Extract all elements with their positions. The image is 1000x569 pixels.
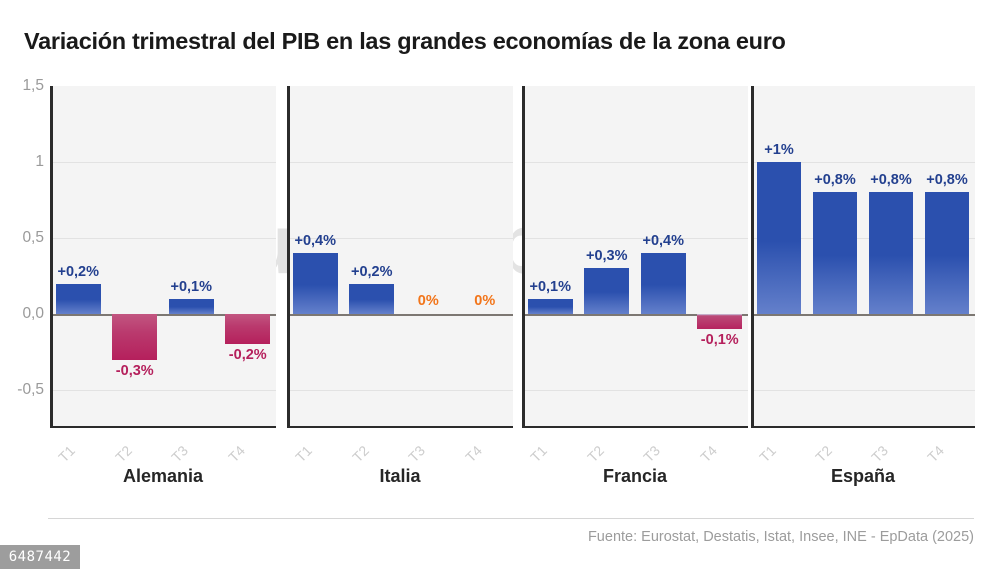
bar[interactable] [168, 298, 214, 314]
y-axis-tick-label: -0,5 [17, 381, 44, 398]
bar-value-label: -0,3% [115, 362, 154, 379]
x-axis-tick-label: T3 [868, 442, 892, 466]
zero-baseline [751, 314, 975, 316]
zero-baseline [50, 314, 276, 316]
panel-y-axis [287, 86, 290, 428]
gridline [287, 162, 513, 163]
gridline [50, 162, 276, 163]
gridline [522, 390, 748, 391]
zero-baseline [522, 314, 748, 316]
chart-panel: +0,1% +0,3% +0,4% -0,1% [522, 86, 748, 428]
gridline [751, 390, 975, 391]
x-axis-tick-label: T3 [640, 442, 664, 466]
bar-value-label: -0,1% [700, 332, 739, 349]
gridline [50, 238, 276, 239]
bar[interactable] [55, 283, 101, 314]
gridline [287, 238, 513, 239]
y-axis-tick-label: 1,5 [22, 77, 44, 94]
panel-y-axis [50, 86, 53, 428]
x-axis-tick-label: T3 [168, 442, 192, 466]
bar-value-label: +1% [764, 142, 794, 158]
panel-y-axis [751, 86, 754, 428]
panel-x-axis [50, 425, 276, 428]
plot-area: 1,5 1 0,5 0,0 -0,5 T1 T2 T3 T4 +0,2% -0,3% +0,1% -0,… [0, 77, 1000, 465]
bar-value-label: +0,8% [926, 172, 968, 189]
x-axis-tick-label: T4 [696, 442, 720, 466]
panel-country-label: Italia [379, 466, 421, 486]
x-axis-tick-label: T4 [924, 442, 948, 466]
bar-value-label: -0,2% [228, 347, 267, 364]
bar[interactable] [349, 283, 395, 314]
bar-value-label: +0,2% [350, 263, 393, 280]
gridline [50, 390, 276, 391]
x-axis-tick-label: T1 [55, 442, 79, 466]
panel-country-label: Alemania [122, 466, 204, 486]
panel-country-label: España [830, 466, 896, 486]
panel-x-axis [751, 425, 975, 428]
x-axis-tick-label: T2 [812, 442, 836, 466]
x-axis-tick-label: T4 [461, 442, 485, 466]
bar[interactable] [112, 314, 158, 360]
bar-value-label: +0,3% [585, 248, 628, 265]
gridline [751, 162, 975, 163]
chart-panel: +0,4% +0,2% 0% 0% [287, 86, 513, 428]
bar-value-label: +0,2% [57, 263, 100, 280]
x-axis-tick-label: T2 [583, 442, 607, 466]
image-id-badge: 6487442 [0, 545, 80, 569]
y-axis-tick-label: 0,0 [22, 305, 44, 322]
bar[interactable] [812, 192, 858, 314]
y-axis-tick-label: 0,5 [22, 229, 44, 246]
x-axis-tick-label: T1 [292, 442, 316, 466]
x-axis-tick-label: T1 [756, 442, 780, 466]
bar-value-label: +0,4% [294, 233, 337, 250]
gridline [287, 390, 513, 391]
x-axis-tick-label: T4 [224, 442, 248, 466]
bar-value-label: +0,1% [529, 278, 572, 295]
page-title: Variación trimestral del PIB en las gran… [24, 28, 786, 54]
bar[interactable] [756, 162, 802, 314]
chart-panel: +1% +0,8% +0,8% +0,8% [751, 86, 975, 428]
zero-baseline [287, 314, 513, 316]
bar-value-label: +0,8% [814, 172, 856, 189]
chart-panel: +0,2% -0,3% +0,1% -0,2% [50, 86, 276, 428]
y-axis-tick-label: 1 [35, 153, 44, 170]
footer-divider [48, 518, 974, 519]
gridline [522, 238, 748, 239]
bar[interactable] [225, 314, 271, 345]
x-axis-tick-label: T3 [405, 442, 429, 466]
gridline [522, 162, 748, 163]
panel-country-label: Francia [602, 466, 668, 486]
bar[interactable] [292, 253, 338, 314]
x-axis-tick-label: T2 [348, 442, 372, 466]
bar-value-label: +0,8% [870, 172, 912, 189]
bar[interactable] [697, 314, 743, 330]
gridline [751, 238, 975, 239]
bar[interactable] [868, 192, 914, 314]
bar-value-label: 0% [474, 293, 496, 309]
bar-value-label: +0,1% [170, 278, 213, 295]
source-note: Fuente: Eurostat, Destatis, Istat, Insee… [587, 529, 974, 545]
bar-value-label: +0,4% [642, 233, 685, 250]
bar[interactable] [640, 253, 686, 314]
x-axis-tick-label: T2 [111, 442, 135, 466]
panel-y-axis [522, 86, 525, 428]
bar[interactable] [527, 298, 573, 314]
bar-value-label: 0% [417, 293, 439, 309]
panel-x-axis [287, 425, 513, 428]
bar[interactable] [924, 192, 970, 314]
x-axis-tick-label: T1 [527, 442, 551, 466]
panel-x-axis [522, 425, 748, 428]
bar[interactable] [584, 268, 630, 314]
